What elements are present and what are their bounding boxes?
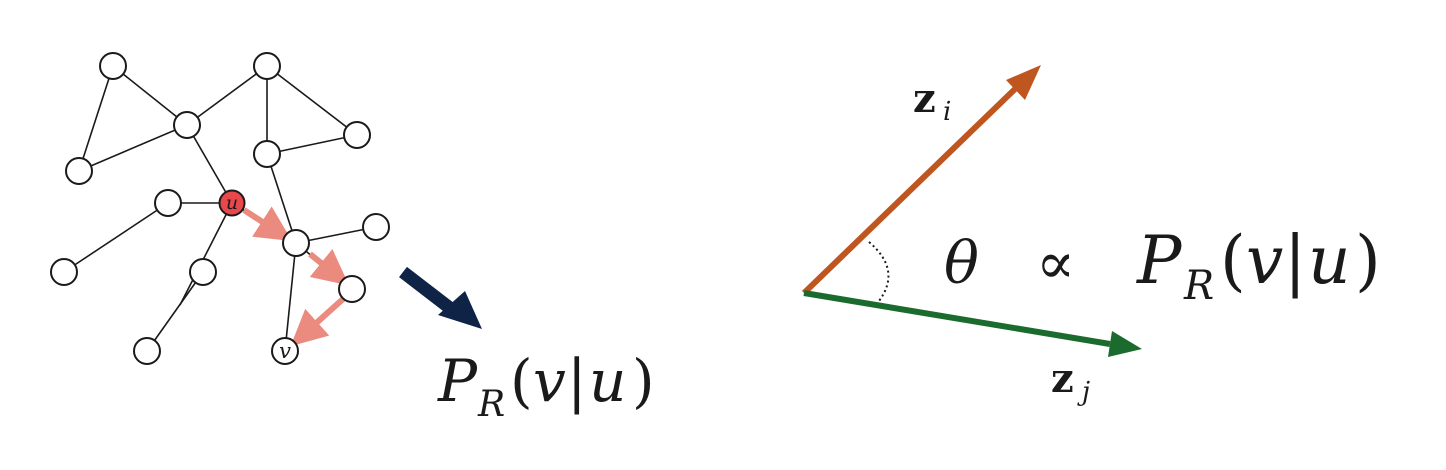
start-node-u — [218, 189, 246, 217]
walk-step-arrow — [308, 248, 350, 286]
graph-node — [253, 52, 281, 80]
prob2-u: u — [1308, 222, 1351, 299]
vector-zi-arrow — [801, 65, 1041, 296]
embedding-diagram: z i z j θ ∝ P R ( v | u ) — [801, 65, 1381, 407]
graph-node — [154, 189, 182, 217]
end-node-v — [271, 337, 299, 365]
graph-edge — [186, 65, 268, 126]
vector-zj-label: z j — [1051, 355, 1090, 407]
prob2-open-paren: ( — [1220, 222, 1246, 299]
mapping-arrow — [399, 266, 482, 329]
prob-bar: | — [567, 347, 587, 415]
zj-z: z — [1051, 355, 1074, 402]
graph-nodes: u v — [50, 52, 390, 365]
graph-node — [362, 213, 390, 241]
propto-symbol: ∝ — [1036, 229, 1075, 297]
walk-step-arrow — [242, 206, 293, 242]
prob-close-paren: ) — [632, 347, 655, 415]
graph-node — [189, 258, 217, 286]
graph-edge — [284, 242, 297, 352]
graph-node — [50, 258, 78, 286]
graph-node — [65, 157, 93, 185]
graph-node — [343, 121, 371, 149]
prob2-R-subscript: R — [1183, 263, 1214, 309]
graph-edge — [266, 134, 358, 155]
zi-z: z — [913, 75, 936, 122]
angle-arc — [868, 241, 890, 302]
prob2-P: P — [1136, 222, 1183, 299]
graph-edge — [112, 65, 188, 126]
prob-u: u — [589, 347, 626, 415]
graph-node — [338, 275, 366, 303]
random-walk-path — [242, 206, 350, 347]
walk-probability-expression: P R ( v | u ) — [437, 347, 655, 425]
graph-edge — [266, 65, 358, 136]
graph-node — [282, 229, 310, 257]
graph-node — [253, 140, 281, 168]
graph-node — [133, 337, 161, 365]
graph-node — [99, 52, 127, 80]
graph-edge — [179, 202, 233, 306]
end-node-label: v — [279, 339, 291, 363]
prob2-bar: | — [1284, 222, 1306, 299]
graph-edge — [78, 124, 188, 172]
prob2-close-paren: ) — [1355, 222, 1381, 299]
prob2-v: v — [1246, 222, 1283, 299]
start-node-label: u — [226, 192, 238, 214]
graph-node — [173, 111, 201, 139]
graph-edge — [146, 271, 204, 352]
graph-edge — [186, 124, 233, 204]
prob-R-subscript: R — [477, 384, 505, 425]
graph: u v — [50, 52, 390, 365]
zi-subscript: i — [943, 97, 951, 127]
prob-P: P — [437, 347, 478, 415]
theta-symbol: θ — [944, 229, 979, 297]
vector-zi-label: z i — [913, 75, 951, 127]
vector-zj-arrow — [803, 290, 1142, 357]
walk-step-arrow — [290, 296, 346, 347]
graph-edge — [63, 202, 169, 273]
prob-open-paren: ( — [510, 347, 533, 415]
graph-edge — [78, 65, 114, 172]
zj-subscript: j — [1077, 377, 1090, 407]
prob-v: v — [533, 347, 566, 415]
angle-proportionality-expression: θ ∝ P R ( v | u ) — [944, 222, 1381, 309]
